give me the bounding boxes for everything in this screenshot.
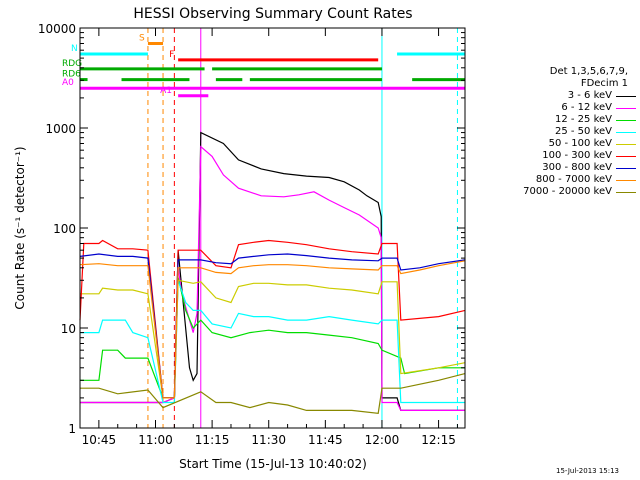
x-tick-label: 11:45 <box>308 433 343 447</box>
legend-swatch <box>616 144 636 145</box>
legend-item: 50 - 100 keV <box>478 138 638 150</box>
legend-label: 50 - 100 keV <box>548 138 612 149</box>
legend-swatch <box>616 120 636 121</box>
axis-ticks: 10:45 11:00 11:15 11:30 11:45 12:00 12:15 1 10 10… <box>38 22 465 447</box>
legend-title-line-2: FDecim 1 <box>580 78 628 89</box>
flag-label: A0 <box>62 78 74 88</box>
legend-swatch <box>616 156 636 157</box>
legend-swatch <box>616 168 636 169</box>
y-tick-label: 100 <box>53 222 76 236</box>
legend-label: 7000 - 20000 keV <box>523 186 612 197</box>
x-axis-label: Start Time (15-Jul-13 10:40:02) <box>179 457 367 471</box>
legend-swatch <box>616 180 636 181</box>
legend-label: 25 - 50 keV <box>554 126 612 137</box>
legend-swatch <box>616 132 636 133</box>
series-line <box>79 260 466 399</box>
x-tick-label: 12:00 <box>365 433 400 447</box>
series-line <box>79 253 466 399</box>
legend-label: 3 - 6 keV <box>567 90 612 101</box>
legend-item: 3 - 6 keV <box>478 90 638 102</box>
legend-item: 25 - 50 keV <box>478 126 638 138</box>
series-line <box>80 279 466 399</box>
legend-swatch <box>616 192 636 193</box>
series-line <box>80 280 465 404</box>
series-line <box>80 145 465 411</box>
flag-label: RDG <box>62 59 82 69</box>
series-line <box>80 131 465 411</box>
x-tick-label: 10:45 <box>82 433 117 447</box>
legend-label: 800 - 7000 keV <box>535 174 612 185</box>
legend-item: 6 - 12 keV <box>478 102 638 114</box>
legend-label: 6 - 12 keV <box>561 102 612 113</box>
x-tick-label: 11:00 <box>138 433 173 447</box>
legend-item: 7000 - 20000 keV <box>478 186 638 198</box>
chart-title: HESSI Observing Summary Count Rates <box>133 6 412 22</box>
y-axis-label: Count Rate (s⁻¹ detector⁻¹) <box>13 146 27 309</box>
legend-swatch <box>616 96 636 97</box>
legend-item: 100 - 300 keV <box>478 150 638 162</box>
y-tick-label: 10 <box>61 322 76 336</box>
y-tick-label: 1000 <box>45 122 76 136</box>
legend-label: 300 - 800 keV <box>542 162 612 173</box>
series-line <box>79 239 466 399</box>
legend: Det 1,3,5,6,7,9, FDecim 1 3 - 6 keV 6 - 1… <box>478 66 638 198</box>
y-tick-label: 10000 <box>38 22 76 36</box>
legend-title-line-1: Det 1,3,5,6,7,9, <box>549 66 628 77</box>
legend-label: 12 - 25 keV <box>554 114 612 125</box>
legend-item: 800 - 7000 keV <box>478 174 638 186</box>
x-tick-label: 11:30 <box>251 433 286 447</box>
legend-item: 12 - 25 keV <box>478 114 638 126</box>
series-line <box>80 277 465 399</box>
timestamp: 15-Jul-2013 15:13 <box>556 467 620 475</box>
flag-label: N <box>71 44 78 54</box>
flag-label: A1 <box>160 86 172 96</box>
series-line <box>80 373 466 415</box>
flag-label: F <box>169 50 174 60</box>
y-tick-label: 1 <box>68 422 76 436</box>
legend-item: 300 - 800 keV <box>478 162 638 174</box>
legend-label: 100 - 300 keV <box>542 150 612 161</box>
legend-swatch <box>616 108 636 109</box>
x-tick-label: 11:15 <box>195 433 230 447</box>
flag-label: S <box>139 33 145 43</box>
x-tick-label: 12:15 <box>421 433 456 447</box>
flag-label: RD6 <box>62 70 81 80</box>
